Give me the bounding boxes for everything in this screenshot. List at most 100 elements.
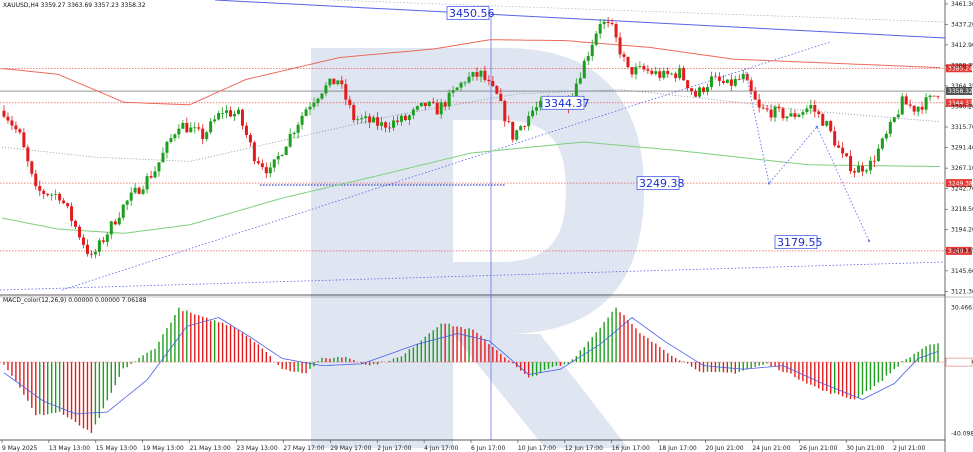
candle-bear xyxy=(491,81,495,87)
candle-bull xyxy=(797,114,801,117)
candle-bull xyxy=(698,87,702,97)
candle-bear xyxy=(849,156,853,172)
candle-bear xyxy=(666,70,670,75)
candle-bear xyxy=(622,54,626,57)
candle-bear xyxy=(240,109,244,126)
candle-bull xyxy=(296,124,300,133)
upper-dotted-channel xyxy=(329,0,946,23)
candle-bull xyxy=(531,110,535,117)
candle-bear xyxy=(70,206,74,221)
time-tick-label: 19 May 13:00 xyxy=(143,445,184,452)
candle-bear xyxy=(765,108,769,110)
candle-bull xyxy=(678,68,682,79)
candle-bear xyxy=(793,113,797,117)
candle-bull xyxy=(892,117,896,122)
candle-bull xyxy=(896,114,900,118)
time-tick-label: 26 Jun 21:00 xyxy=(799,445,837,452)
candle-bear xyxy=(523,126,527,127)
candle-bear xyxy=(908,104,912,106)
candle-bull xyxy=(288,134,292,147)
candle-bear xyxy=(853,171,857,173)
candle-bear xyxy=(137,187,141,194)
candle-bull xyxy=(459,82,463,88)
candle-bull xyxy=(391,120,395,128)
candle-bear xyxy=(606,21,610,23)
candle-bear xyxy=(646,69,650,71)
candle-bear xyxy=(745,74,749,81)
candle-bull xyxy=(189,127,193,133)
candle-bear xyxy=(912,105,916,112)
candle-bull xyxy=(741,74,745,80)
candle-bull xyxy=(280,155,284,157)
price-axis: 3385.24 3358.32 3344.37 3249.38 3169.17 3461.… xyxy=(945,1,973,438)
candle-bull xyxy=(399,115,403,122)
candle-bear xyxy=(642,66,646,70)
candle-bear xyxy=(423,102,427,107)
candle-bull xyxy=(928,95,932,98)
level-tag-label: 3344.37 xyxy=(948,100,973,107)
candle-bull xyxy=(221,112,225,114)
candle-bull xyxy=(455,87,459,91)
candle-bear xyxy=(58,193,62,201)
candle-bull xyxy=(272,159,276,168)
price-callouts: 3450.56 3344.37 3249.38 3179.55 xyxy=(446,6,823,249)
candle-bull xyxy=(364,116,368,119)
price-tick-label: 3145.60 xyxy=(951,268,973,275)
candle-bear xyxy=(22,132,26,148)
candle-bear xyxy=(256,161,260,164)
callout-label: 3450.56 xyxy=(449,7,495,20)
callout-box xyxy=(446,6,490,20)
candle-bull xyxy=(165,141,169,153)
candle-bull xyxy=(451,90,455,93)
candle-bull xyxy=(535,107,539,111)
candle-bear xyxy=(658,71,662,78)
candle-bull xyxy=(670,73,674,75)
price-tick-label: 3121.30 xyxy=(951,288,973,295)
candle-bear xyxy=(42,190,46,194)
level-tag xyxy=(946,179,972,188)
candle-bull xyxy=(276,156,280,160)
candle-bear xyxy=(197,127,201,129)
candle-bear xyxy=(813,105,817,112)
time-tick-label: 29 May 17:00 xyxy=(330,445,371,452)
candle-bull xyxy=(97,240,101,252)
candle-bull xyxy=(161,152,165,163)
candle-bear xyxy=(757,99,761,108)
candle-bull xyxy=(153,171,157,178)
candle-bear xyxy=(753,91,757,100)
candle-bear xyxy=(829,121,833,132)
candle-bear xyxy=(749,80,753,92)
candle-bear xyxy=(26,147,30,162)
candle-bull xyxy=(924,97,928,110)
forecast-path xyxy=(744,68,871,243)
candle-bear xyxy=(30,161,34,174)
candle-bear xyxy=(841,147,845,154)
forecast-polyline xyxy=(744,68,870,242)
candle-bull xyxy=(209,121,213,133)
level-tag-label: 3358.32 xyxy=(948,88,973,95)
candle-bull xyxy=(594,33,598,45)
candle-bull xyxy=(705,87,709,92)
candle-bear xyxy=(761,107,765,109)
candle-bull xyxy=(427,101,431,107)
candle-bull xyxy=(50,194,54,196)
candle-bull xyxy=(415,106,419,110)
candle-bull xyxy=(336,80,340,85)
candle-bear xyxy=(332,78,336,85)
callout-label: 3249.38 xyxy=(639,177,685,190)
candle-bear xyxy=(252,142,256,162)
candle-bear xyxy=(694,91,698,97)
price-tick-label: 3315.70 xyxy=(951,124,973,131)
candle-bull xyxy=(121,204,125,218)
candle-bear xyxy=(872,160,876,162)
callout-label: 3344.37 xyxy=(544,97,590,110)
candle-bull xyxy=(900,96,904,115)
candle-bull xyxy=(205,132,209,140)
candle-bear xyxy=(781,108,785,119)
level-tag-label: 3169.17 xyxy=(948,248,973,255)
candle-bull xyxy=(773,106,777,118)
time-tick-label: 16 Jun 17:00 xyxy=(612,445,650,452)
candle-bull xyxy=(380,122,384,126)
candle-bear xyxy=(511,121,515,140)
